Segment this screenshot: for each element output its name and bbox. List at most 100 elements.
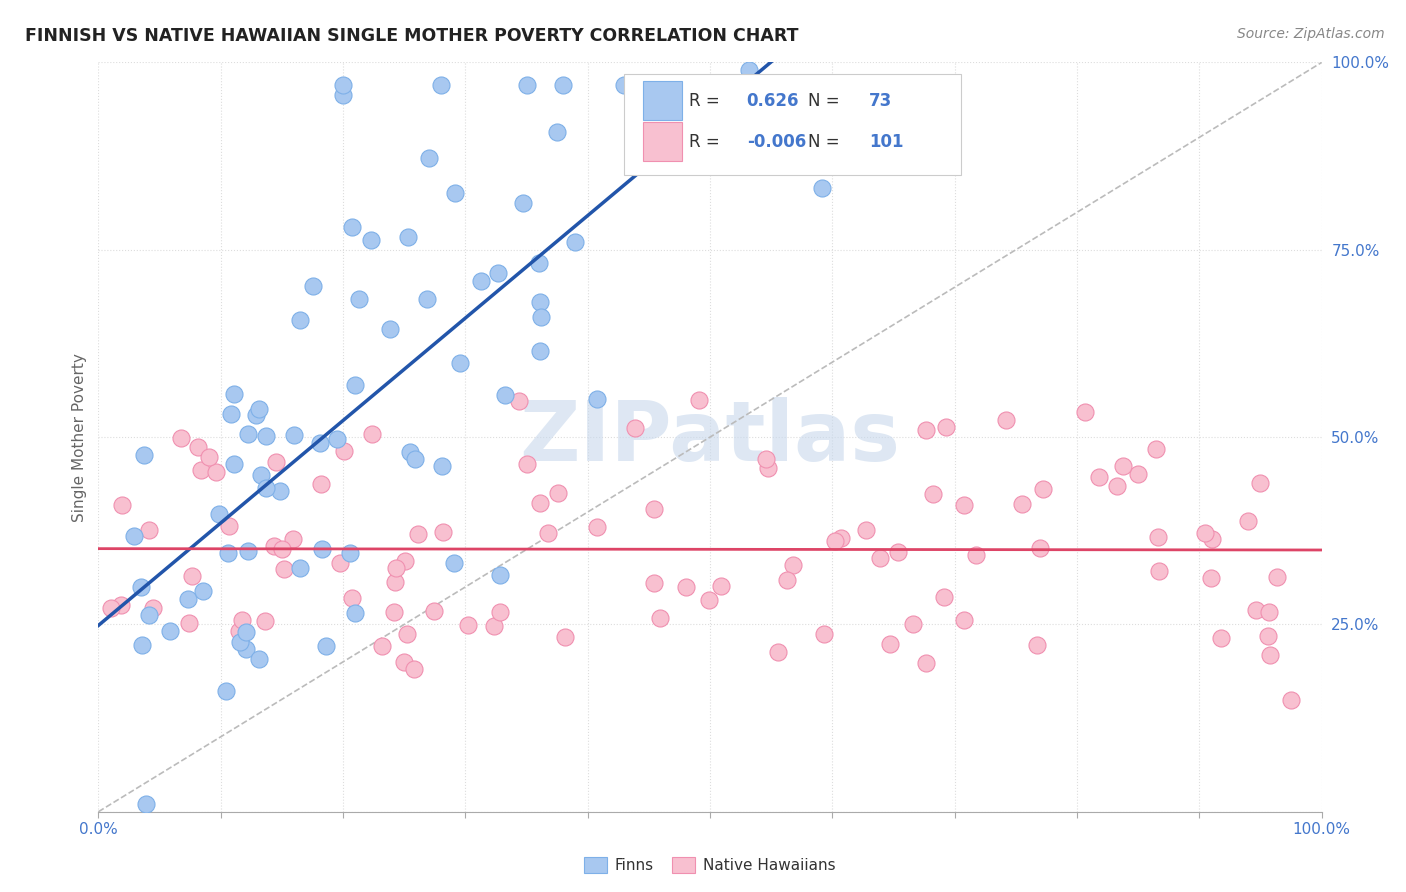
- Point: [1201, 533, 1223, 547]
- Point: [177, 591, 200, 606]
- Point: [187, 440, 209, 454]
- Point: [138, 523, 160, 537]
- Point: [553, 78, 575, 92]
- Point: [343, 606, 366, 620]
- Point: [585, 520, 607, 534]
- Point: [308, 436, 330, 450]
- Point: [761, 78, 783, 92]
- Point: [1149, 565, 1171, 579]
- Point: [547, 485, 569, 500]
- Point: [404, 451, 426, 466]
- Point: [254, 614, 277, 628]
- Point: [235, 625, 257, 640]
- Point: [675, 580, 697, 594]
- Point: [100, 600, 122, 615]
- Point: [494, 388, 516, 402]
- Point: [515, 78, 537, 92]
- Point: [527, 256, 550, 270]
- Point: [449, 356, 471, 370]
- Point: [396, 229, 419, 244]
- Point: [1107, 478, 1129, 492]
- Point: [443, 557, 465, 571]
- Text: R =: R =: [689, 133, 725, 151]
- Point: [1112, 458, 1135, 473]
- Point: [486, 266, 509, 280]
- Point: [290, 313, 312, 327]
- Point: [360, 233, 382, 247]
- FancyBboxPatch shape: [643, 81, 682, 120]
- Point: [134, 448, 156, 462]
- Point: [138, 607, 160, 622]
- Point: [488, 605, 510, 619]
- Point: [1194, 526, 1216, 541]
- Point: [315, 640, 337, 654]
- Point: [328, 556, 350, 570]
- Point: [339, 546, 361, 560]
- Point: [710, 578, 733, 592]
- Point: [697, 593, 720, 607]
- Point: [782, 558, 804, 573]
- FancyBboxPatch shape: [643, 122, 682, 161]
- Point: [229, 635, 252, 649]
- Point: [643, 576, 665, 591]
- Point: [254, 481, 277, 495]
- Text: ZIPatlas: ZIPatlas: [520, 397, 900, 477]
- Point: [302, 279, 325, 293]
- Point: [1146, 442, 1168, 456]
- Point: [1244, 603, 1267, 617]
- Point: [219, 407, 242, 421]
- Point: [755, 451, 778, 466]
- Point: [613, 78, 636, 92]
- Point: [231, 613, 253, 627]
- Point: [224, 387, 246, 401]
- Point: [170, 431, 193, 445]
- Point: [371, 640, 394, 654]
- Text: 101: 101: [869, 133, 904, 151]
- Point: [342, 591, 364, 606]
- Point: [193, 583, 215, 598]
- Point: [813, 627, 835, 641]
- Point: [508, 393, 530, 408]
- Point: [529, 343, 551, 358]
- Point: [382, 605, 405, 619]
- Point: [915, 423, 938, 437]
- Point: [643, 502, 665, 516]
- Point: [349, 292, 371, 306]
- Point: [488, 568, 510, 582]
- Point: [181, 568, 204, 582]
- Point: [482, 619, 505, 633]
- Point: [756, 461, 779, 475]
- Point: [586, 392, 609, 406]
- Point: [1029, 541, 1052, 556]
- Point: [384, 561, 406, 575]
- Point: [1025, 638, 1047, 652]
- Text: FINNISH VS NATIVE HAWAIIAN SINGLE MOTHER POVERTY CORRELATION CHART: FINNISH VS NATIVE HAWAIIAN SINGLE MOTHER…: [25, 27, 799, 45]
- Point: [529, 295, 551, 310]
- Y-axis label: Single Mother Poverty: Single Mother Poverty: [72, 352, 87, 522]
- Point: [378, 322, 401, 336]
- Point: [111, 498, 134, 512]
- Point: [855, 523, 877, 537]
- Point: [332, 87, 354, 102]
- Point: [623, 421, 645, 435]
- Point: [430, 458, 453, 473]
- Point: [766, 645, 789, 659]
- Point: [430, 78, 453, 92]
- Point: [122, 529, 145, 543]
- Point: [470, 274, 492, 288]
- Point: [688, 393, 710, 408]
- Point: [131, 638, 153, 652]
- Point: [406, 527, 429, 541]
- Point: [283, 428, 305, 442]
- Point: [1074, 405, 1097, 419]
- Point: [444, 186, 467, 201]
- Point: [1249, 476, 1271, 491]
- Point: [218, 519, 240, 533]
- Point: [245, 409, 267, 423]
- Point: [264, 455, 287, 469]
- Point: [1011, 498, 1033, 512]
- Point: [236, 426, 259, 441]
- Point: [1279, 693, 1302, 707]
- Point: [869, 550, 891, 565]
- Text: Source: ZipAtlas.com: Source: ZipAtlas.com: [1237, 27, 1385, 41]
